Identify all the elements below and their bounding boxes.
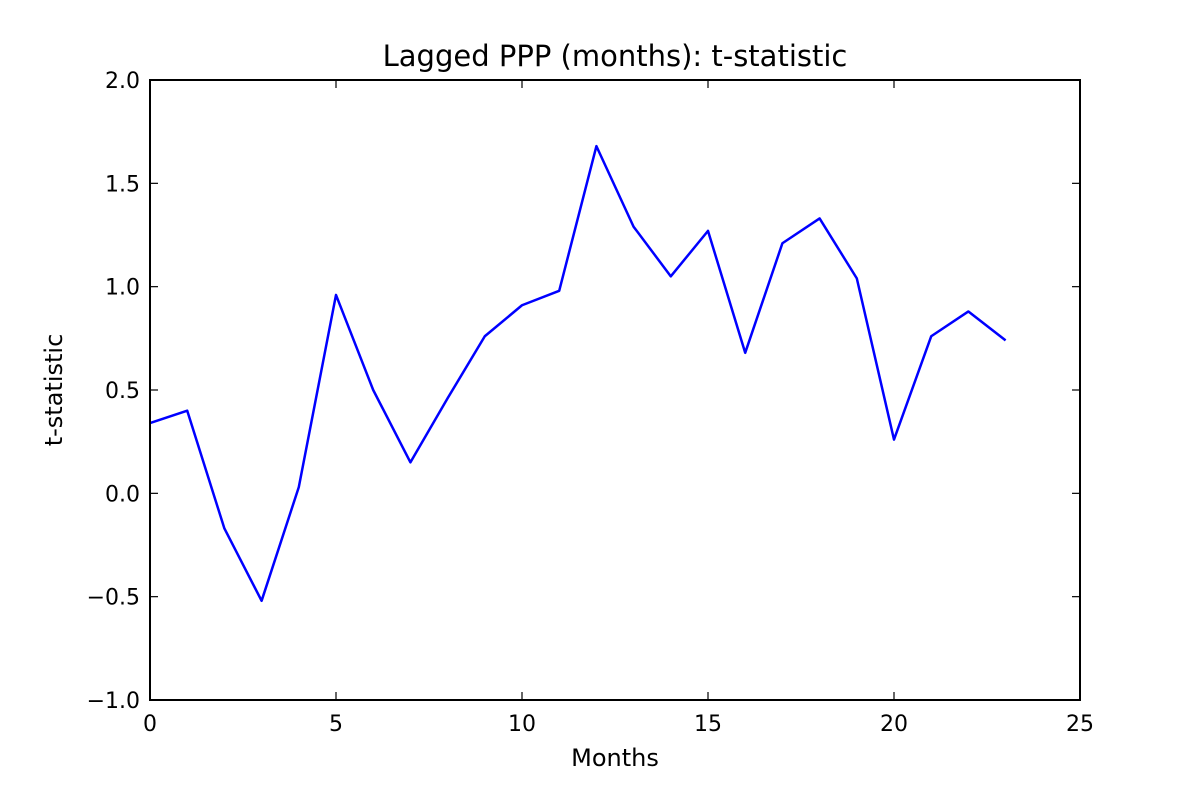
- x-axis-label: Months: [571, 744, 659, 772]
- chart-title: Lagged PPP (months): t-statistic: [383, 39, 848, 73]
- x-tick-label: 0: [143, 712, 157, 737]
- series-line-0: [149, 144, 1007, 603]
- plot-area: 0 5 10 15 20 25 −1.0 −0.5 0.0 0.5 1.0 1.5 2.0: [87, 69, 1094, 737]
- x-tick-label: 10: [508, 712, 536, 737]
- x-tick-label: 20: [880, 712, 908, 737]
- x-tick-label: 15: [694, 712, 722, 737]
- y-tick-label: 1.5: [105, 172, 140, 197]
- plot-frame: [149, 79, 1081, 701]
- y-tick-label: 1.0: [105, 276, 140, 301]
- y-tick-label: 2.0: [105, 69, 140, 94]
- y-tick-label: −0.5: [87, 586, 140, 611]
- y-axis-label: t-statistic: [40, 334, 68, 447]
- x-tick-label: 25: [1066, 712, 1094, 737]
- y-tick-label: 0.5: [105, 379, 140, 404]
- y-tick-label: −1.0: [87, 689, 140, 714]
- y-tick-label: 0.0: [105, 482, 140, 507]
- x-tick-label: 5: [329, 712, 343, 737]
